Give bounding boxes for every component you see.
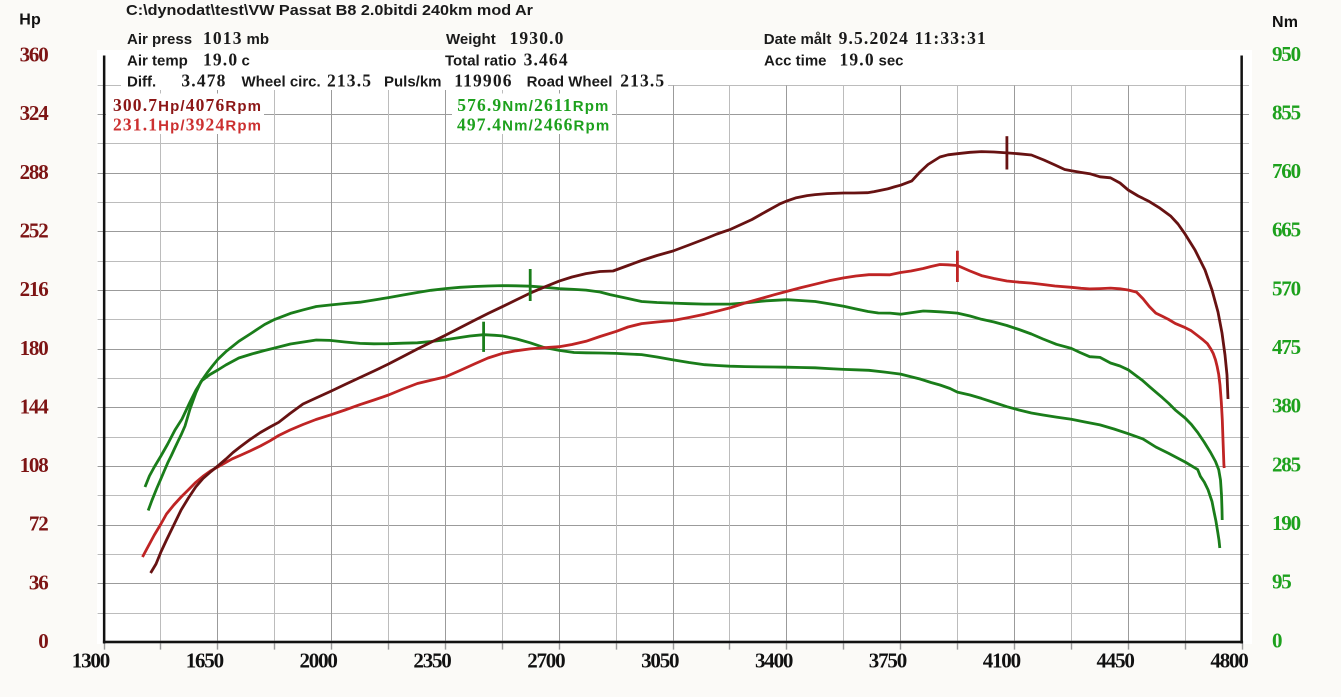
svg-text:Acc time: Acc time xyxy=(764,53,827,70)
svg-text:190: 190 xyxy=(1272,511,1301,535)
svg-text:Air temp: Air temp xyxy=(127,53,188,70)
svg-text:0: 0 xyxy=(1272,628,1282,652)
svg-text:2000: 2000 xyxy=(299,649,337,673)
svg-text:3050: 3050 xyxy=(641,649,679,673)
svg-text:72: 72 xyxy=(29,512,48,536)
svg-text:19.0: 19.0 xyxy=(840,50,875,70)
svg-text:231.1Hp/3924Rpm: 231.1Hp/3924Rpm xyxy=(113,115,262,135)
svg-text:1013: 1013 xyxy=(203,28,243,48)
svg-text:497.4Nm/2466Rpm: 497.4Nm/2466Rpm xyxy=(457,115,610,135)
svg-text:4100: 4100 xyxy=(983,649,1021,673)
svg-text:95: 95 xyxy=(1272,570,1291,594)
svg-text:300.7Hp/4076Rpm: 300.7Hp/4076Rpm xyxy=(113,95,262,115)
svg-text:2350: 2350 xyxy=(413,649,451,673)
svg-text:1650: 1650 xyxy=(186,649,224,673)
svg-text:3.478: 3.478 xyxy=(181,70,226,90)
svg-text:576.9Nm/2611Rpm: 576.9Nm/2611Rpm xyxy=(457,95,609,115)
svg-text:C:\dynodat\test\VW Passat B8 2: C:\dynodat\test\VW Passat B8 2.0bitdi 24… xyxy=(126,2,533,19)
svg-text:Date målt: Date målt xyxy=(764,31,832,48)
svg-text:sec: sec xyxy=(879,53,904,70)
svg-text:213.5: 213.5 xyxy=(620,70,665,90)
svg-text:950: 950 xyxy=(1272,42,1301,66)
svg-text:3.464: 3.464 xyxy=(524,50,569,70)
svg-text:Diff.: Diff. xyxy=(127,73,156,90)
svg-text:1930.0: 1930.0 xyxy=(510,28,565,48)
svg-text:Puls/km: Puls/km xyxy=(384,73,442,90)
svg-text:Total ratio: Total ratio xyxy=(445,53,516,70)
svg-text:c: c xyxy=(242,53,250,70)
svg-text:1300: 1300 xyxy=(72,649,110,673)
svg-text:Air press: Air press xyxy=(127,31,192,48)
svg-text:mb: mb xyxy=(247,31,270,48)
svg-text:0: 0 xyxy=(38,629,48,653)
svg-text:Wheel circ.: Wheel circ. xyxy=(242,73,321,90)
svg-text:288: 288 xyxy=(20,160,49,184)
svg-text:119906: 119906 xyxy=(454,70,512,90)
svg-text:4450: 4450 xyxy=(1096,649,1134,673)
svg-text:19.0: 19.0 xyxy=(203,50,238,70)
svg-text:855: 855 xyxy=(1272,101,1301,125)
svg-text:2700: 2700 xyxy=(527,649,565,673)
svg-text:9.5.2024 11:33:31: 9.5.2024 11:33:31 xyxy=(839,28,987,48)
svg-text:3750: 3750 xyxy=(869,649,907,673)
svg-text:665: 665 xyxy=(1272,218,1301,242)
svg-text:180: 180 xyxy=(20,336,49,360)
svg-text:213.5: 213.5 xyxy=(327,70,372,90)
svg-text:3400: 3400 xyxy=(755,649,793,673)
svg-text:324: 324 xyxy=(20,101,50,125)
svg-text:36: 36 xyxy=(29,570,48,594)
svg-text:Nm: Nm xyxy=(1272,14,1298,31)
svg-text:285: 285 xyxy=(1272,452,1301,476)
svg-text:Hp: Hp xyxy=(19,12,41,29)
svg-text:216: 216 xyxy=(20,277,49,301)
svg-text:4800: 4800 xyxy=(1210,649,1248,673)
svg-text:Weight: Weight xyxy=(446,31,496,48)
svg-text:108: 108 xyxy=(20,453,49,477)
svg-text:760: 760 xyxy=(1272,159,1301,183)
svg-text:475: 475 xyxy=(1272,335,1301,359)
svg-text:360: 360 xyxy=(20,43,49,67)
svg-text:570: 570 xyxy=(1272,276,1301,300)
svg-text:380: 380 xyxy=(1272,394,1301,418)
svg-text:252: 252 xyxy=(20,218,49,242)
svg-text:144: 144 xyxy=(20,394,50,418)
svg-text:Road Wheel: Road Wheel xyxy=(527,73,613,90)
